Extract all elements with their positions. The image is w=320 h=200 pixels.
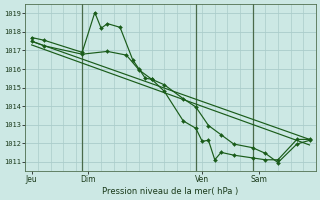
X-axis label: Pression niveau de la mer( hPa ): Pression niveau de la mer( hPa )	[102, 187, 239, 196]
